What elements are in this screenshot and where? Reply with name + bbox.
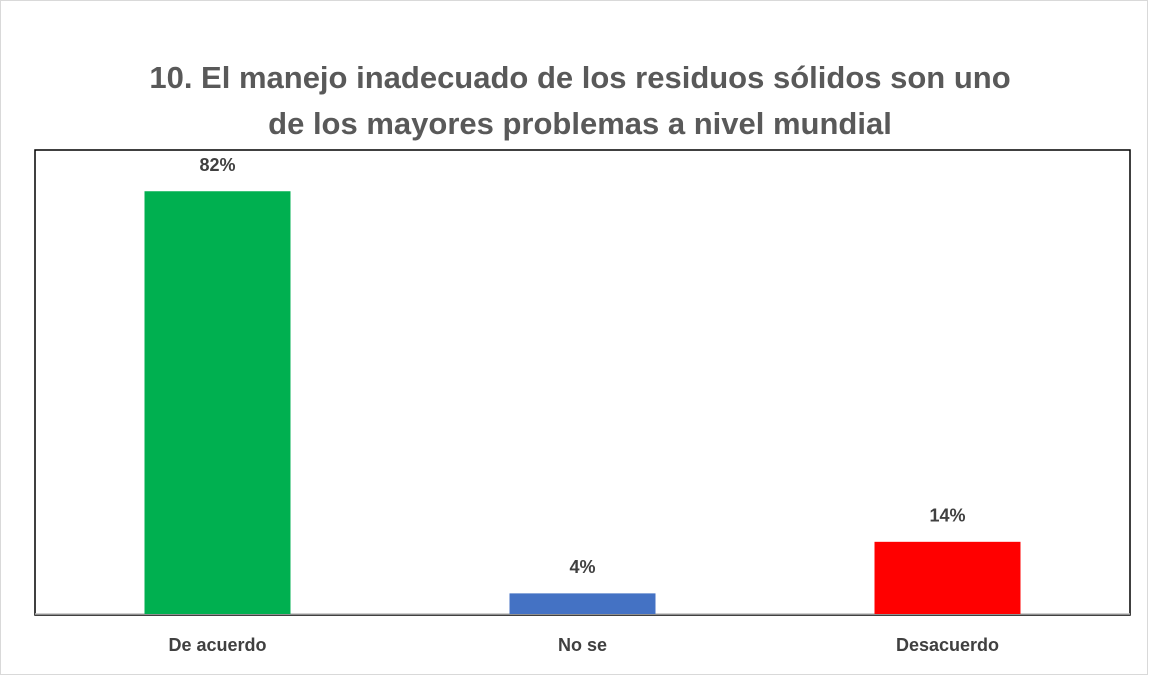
x-tick-label: Desacuerdo [896, 635, 999, 655]
data-label: 14% [929, 506, 965, 526]
data-label: 82% [199, 155, 235, 175]
chart-title: de los mayores problemas a nivel mundial [268, 106, 892, 141]
data-label: 4% [569, 557, 595, 577]
bar [509, 593, 656, 614]
bar [144, 191, 291, 614]
bar [874, 541, 1021, 614]
plot-area [34, 149, 1131, 616]
chart-title: 10. El manejo inadecuado de los residuos… [149, 60, 1010, 95]
x-tick-label: No se [558, 635, 607, 655]
x-tick-label: De acuerdo [168, 635, 266, 655]
